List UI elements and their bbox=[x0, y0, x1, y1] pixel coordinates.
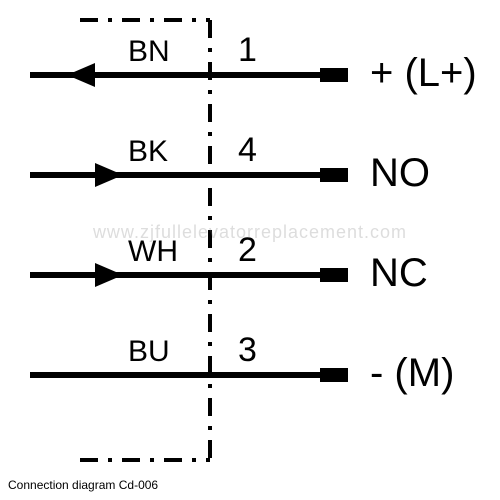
pin-number-2: 2 bbox=[238, 231, 257, 270]
signal-label-nc: NC bbox=[370, 251, 428, 296]
pin-number-3: 3 bbox=[238, 331, 257, 370]
signal-label-lplus: + (L+) bbox=[370, 51, 477, 96]
signal-label-no: NO bbox=[370, 151, 430, 196]
diagram-caption: Connection diagram Cd-006 bbox=[8, 478, 158, 492]
wire-code-bu: BU bbox=[128, 335, 170, 369]
wire-code-wh: WH bbox=[128, 235, 178, 269]
pin-number-1: 1 bbox=[238, 31, 257, 70]
signal-label-m: - (M) bbox=[370, 351, 454, 396]
wire-code-bn: BN bbox=[128, 35, 170, 69]
wire-code-bk: BK bbox=[128, 135, 168, 169]
pin-number-4: 4 bbox=[238, 131, 257, 170]
diagram-canvas: BN BK WH BU 1 4 2 3 + (L+) NO NC - (M) w… bbox=[0, 0, 500, 500]
